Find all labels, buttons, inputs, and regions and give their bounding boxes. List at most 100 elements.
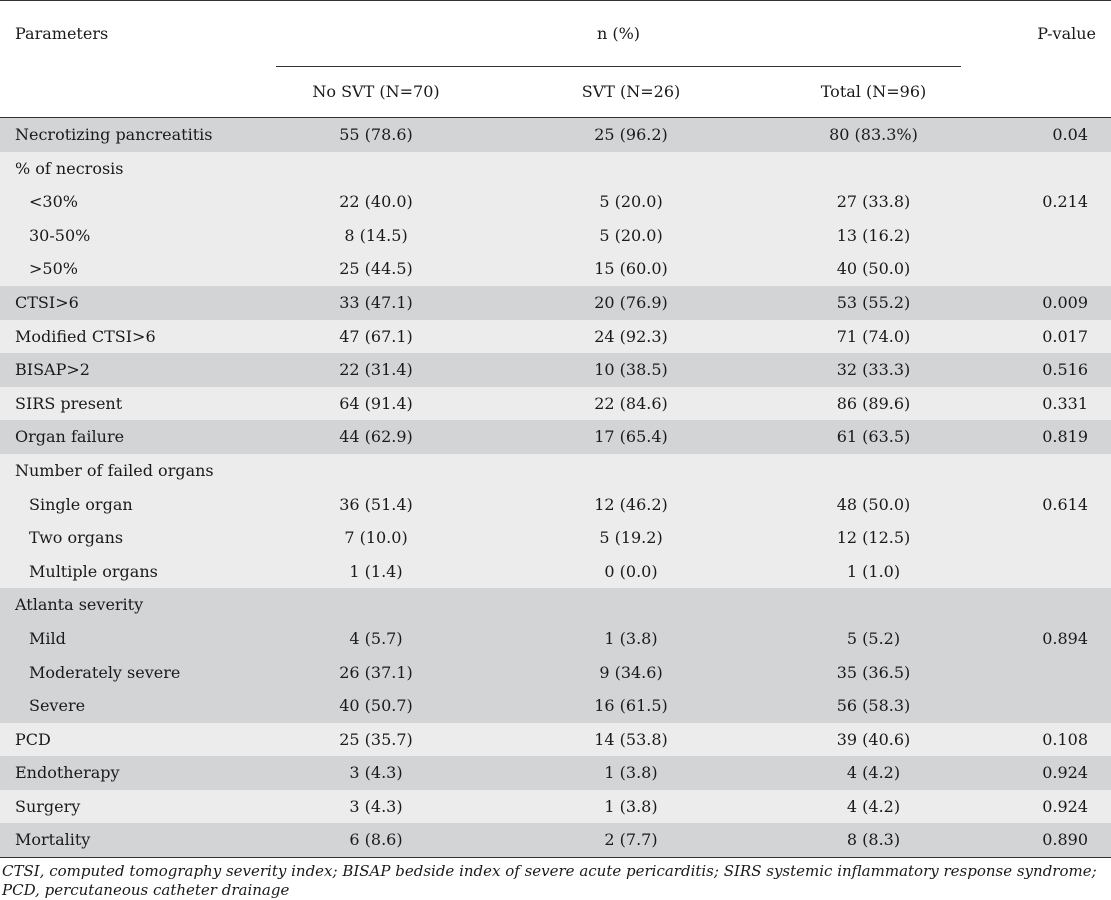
- cell-no-svt: 4 (5.7): [276, 621, 476, 656]
- row-label: Atlanta severity: [0, 588, 276, 622]
- cell-total: 86 (89.6): [786, 386, 961, 421]
- table-row: % of necrosis: [0, 151, 1111, 186]
- cell-p-value: [961, 218, 1111, 253]
- cell-svt: 20 (76.9): [476, 285, 786, 320]
- cell-total: 27 (33.8): [786, 185, 961, 219]
- cell-no-svt: 8 (14.5): [276, 218, 476, 253]
- cell-no-svt: [276, 588, 476, 622]
- row-label: % of necrosis: [0, 151, 276, 186]
- table-row: Multiple organs 1 (1.4) 0 (0.0) 1 (1.0): [0, 554, 1111, 589]
- cell-svt: 0 (0.0): [476, 554, 786, 589]
- cell-p-value: [961, 588, 1111, 622]
- cell-no-svt: 55 (78.6): [276, 117, 476, 152]
- cell-no-svt: 22 (40.0): [276, 185, 476, 219]
- cell-total: 32 (33.3): [786, 353, 961, 387]
- cell-total: [786, 151, 961, 186]
- cell-svt: 17 (65.4): [476, 420, 786, 454]
- row-label: Mortality: [0, 823, 276, 858]
- cell-total: 40 (50.0): [786, 252, 961, 286]
- cell-svt: 10 (38.5): [476, 353, 786, 387]
- header-group-rule: [276, 66, 961, 67]
- table-row: Atlanta severity: [0, 588, 1111, 622]
- row-label: Two organs: [0, 521, 276, 555]
- cell-no-svt: 64 (91.4): [276, 386, 476, 421]
- cell-no-svt: 25 (35.7): [276, 722, 476, 757]
- row-label: 30-50%: [0, 218, 276, 253]
- header-blank-p: [961, 67, 1111, 118]
- table-row: Mortality 6 (8.6) 2 (7.7) 8 (8.3) 0.890: [0, 823, 1111, 858]
- cell-p-value: 0.614: [961, 487, 1111, 522]
- cell-no-svt: 3 (4.3): [276, 789, 476, 824]
- cell-total: 48 (50.0): [786, 487, 961, 522]
- cell-total: 35 (36.5): [786, 655, 961, 690]
- header-parameters: Parameters: [15, 24, 109, 43]
- cell-p-value: 0.516: [961, 353, 1111, 387]
- cell-p-value: [961, 521, 1111, 555]
- cell-p-value: [961, 151, 1111, 186]
- table-footnote: CTSI, computed tomography severity index…: [2, 862, 1097, 900]
- cell-no-svt: 40 (50.7): [276, 689, 476, 723]
- results-table: Parameters n (%) P-value No SVT (N=70) S…: [0, 0, 1111, 858]
- row-label: Modified CTSI>6: [0, 319, 276, 354]
- cell-no-svt: 3 (4.3): [276, 756, 476, 790]
- row-label: CTSI>6: [0, 285, 276, 320]
- header-no-svt: No SVT (N=70): [312, 82, 440, 102]
- header-row-top: Parameters n (%) P-value: [0, 1, 1111, 67]
- cell-no-svt: 1 (1.4): [276, 554, 476, 589]
- row-label: Endotherapy: [0, 756, 276, 790]
- cell-p-value: 0.924: [961, 789, 1111, 824]
- cell-svt: 9 (34.6): [476, 655, 786, 690]
- table-row: Modified CTSI>6 47 (67.1) 24 (92.3) 71 (74.…: [0, 319, 1111, 354]
- cell-no-svt: [276, 151, 476, 186]
- cell-svt: 1 (3.8): [476, 756, 786, 790]
- cell-svt: 12 (46.2): [476, 487, 786, 522]
- cell-p-value: 0.331: [961, 386, 1111, 421]
- cell-total: 5 (5.2): [786, 621, 961, 656]
- cell-total: 13 (16.2): [786, 218, 961, 253]
- table-row: Moderately severe 26 (37.1) 9 (34.6) 35 (36…: [0, 655, 1111, 690]
- table-row: Single organ 36 (51.4) 12 (46.2) 48 (50.0) 0…: [0, 487, 1111, 522]
- cell-p-value: 0.108: [961, 722, 1111, 757]
- row-label: Mild: [0, 621, 276, 656]
- cell-svt: 16 (61.5): [476, 689, 786, 723]
- cell-p-value: 0.214: [961, 185, 1111, 219]
- cell-p-value: [961, 252, 1111, 286]
- cell-no-svt: 36 (51.4): [276, 487, 476, 522]
- cell-total: 39 (40.6): [786, 722, 961, 757]
- row-label: SIRS present: [0, 386, 276, 421]
- cell-no-svt: 25 (44.5): [276, 252, 476, 286]
- row-label: PCD: [0, 722, 276, 757]
- table-row: Surgery 3 (4.3) 1 (3.8) 4 (4.2) 0.924: [0, 789, 1111, 824]
- cell-svt: 5 (20.0): [476, 218, 786, 253]
- cell-p-value: [961, 655, 1111, 690]
- table-row: Organ failure 44 (62.9) 17 (65.4) 61 (63.5)…: [0, 420, 1111, 454]
- header-n-percent-label: n (%): [596, 24, 641, 43]
- table-row: 30-50% 8 (14.5) 5 (20.0) 13 (16.2): [0, 218, 1111, 253]
- cell-svt: [476, 151, 786, 186]
- header-total: Total (N=96): [820, 82, 927, 102]
- row-label: <30%: [0, 185, 276, 219]
- cell-total: 4 (4.2): [786, 756, 961, 790]
- table-row: BISAP>2 22 (31.4) 10 (38.5) 32 (33.3) 0.516: [0, 353, 1111, 387]
- cell-svt: 1 (3.8): [476, 789, 786, 824]
- cell-total: 1 (1.0): [786, 554, 961, 589]
- row-label: Organ failure: [0, 420, 276, 454]
- row-label: Surgery: [0, 789, 276, 824]
- cell-total: 56 (58.3): [786, 689, 961, 723]
- header-p-value: P-value: [1037, 24, 1096, 43]
- cell-no-svt: 7 (10.0): [276, 521, 476, 555]
- table-row: PCD 25 (35.7) 14 (53.8) 39 (40.6) 0.108: [0, 722, 1111, 757]
- cell-total: 71 (74.0): [786, 319, 961, 354]
- cell-p-value: 0.009: [961, 285, 1111, 320]
- cell-svt: 22 (84.6): [476, 386, 786, 421]
- cell-svt: 25 (96.2): [476, 117, 786, 152]
- header-n-percent: n (%): [276, 1, 961, 67]
- cell-total: [786, 588, 961, 622]
- cell-svt: [476, 588, 786, 622]
- table-row: CTSI>6 33 (47.1) 20 (76.9) 53 (55.2) 0.009: [0, 285, 1111, 320]
- cell-p-value: [961, 453, 1111, 488]
- row-label: Severe: [0, 689, 276, 723]
- header-row-bottom: No SVT (N=70) SVT (N=26) Total (N=96): [0, 67, 1111, 118]
- cell-total: 53 (55.2): [786, 285, 961, 320]
- table-header: Parameters n (%) P-value No SVT (N=70) S…: [0, 0, 1111, 118]
